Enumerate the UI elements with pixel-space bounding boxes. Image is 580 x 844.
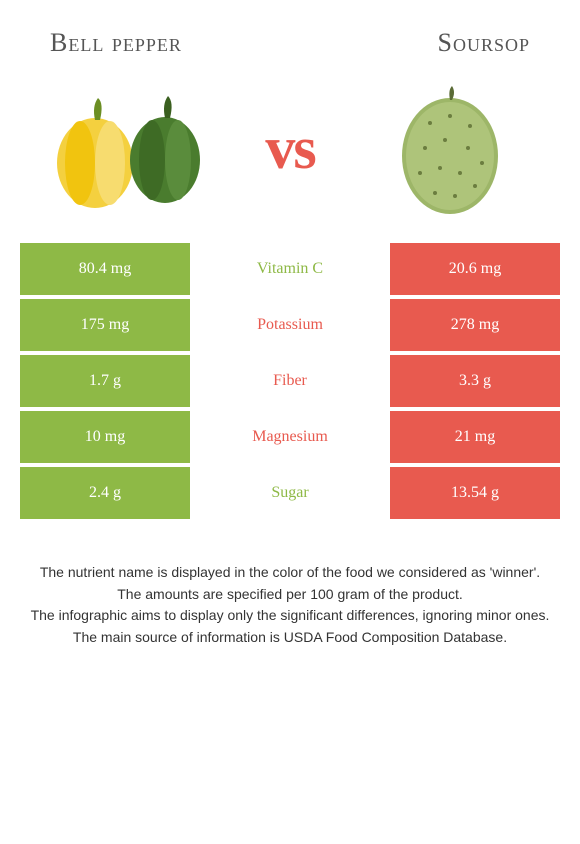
title-left: Bell pepper xyxy=(50,28,182,58)
nutrient-label: Sugar xyxy=(190,467,390,519)
footnote-block: The nutrient name is displayed in the co… xyxy=(0,523,580,647)
nutrient-label: Fiber xyxy=(190,355,390,407)
value-right: 20.6 mg xyxy=(390,243,560,295)
footnote-line: The amounts are specified per 100 gram o… xyxy=(25,585,555,605)
soursop-image xyxy=(370,78,530,218)
value-right: 278 mg xyxy=(390,299,560,351)
header-row: Bell pepper Soursop xyxy=(0,0,580,58)
value-right: 13.54 g xyxy=(390,467,560,519)
value-left: 2.4 g xyxy=(20,467,190,519)
table-row: 10 mg Magnesium 21 mg xyxy=(20,411,560,463)
value-right: 21 mg xyxy=(390,411,560,463)
value-left: 10 mg xyxy=(20,411,190,463)
value-left: 1.7 g xyxy=(20,355,190,407)
footnote-line: The nutrient name is displayed in the co… xyxy=(25,563,555,583)
nutrient-label: Vitamin C xyxy=(190,243,390,295)
table-row: 2.4 g Sugar 13.54 g xyxy=(20,467,560,519)
nutrition-table: 80.4 mg Vitamin C 20.6 mg 175 mg Potassi… xyxy=(0,243,580,519)
footnote-line: The infographic aims to display only the… xyxy=(25,606,555,626)
title-right: Soursop xyxy=(438,28,530,58)
value-left: 80.4 mg xyxy=(20,243,190,295)
value-left: 175 mg xyxy=(20,299,190,351)
vs-text: vs xyxy=(265,114,314,183)
images-row: vs xyxy=(0,58,580,243)
table-row: 80.4 mg Vitamin C 20.6 mg xyxy=(20,243,560,295)
table-row: 1.7 g Fiber 3.3 g xyxy=(20,355,560,407)
nutrient-label: Magnesium xyxy=(190,411,390,463)
nutrient-label: Potassium xyxy=(190,299,390,351)
bell-pepper-image xyxy=(50,78,210,218)
table-row: 175 mg Potassium 278 mg xyxy=(20,299,560,351)
value-right: 3.3 g xyxy=(390,355,560,407)
footnote-line: The main source of information is USDA F… xyxy=(25,628,555,648)
